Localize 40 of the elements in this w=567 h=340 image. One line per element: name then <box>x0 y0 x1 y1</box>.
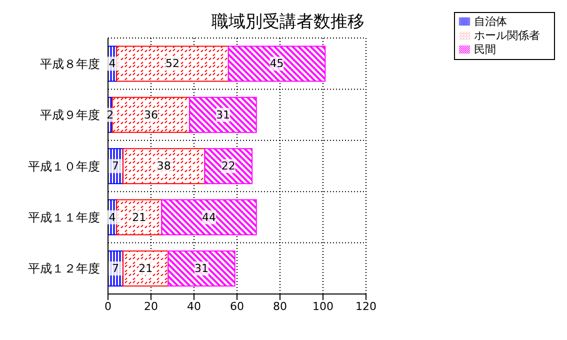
data-label: 7 <box>112 160 120 173</box>
bar <box>204 148 253 184</box>
chart-title: 職域別受講者数推移 <box>210 11 366 33</box>
data-label: 38 <box>156 160 171 173</box>
bar <box>112 96 190 133</box>
bar <box>116 46 229 82</box>
data-label: 21 <box>138 262 153 275</box>
bar <box>228 46 326 82</box>
y-tick-label: 平成９年度 <box>40 108 100 122</box>
bar <box>122 148 206 184</box>
y-tick-label: 平成１０年度 <box>28 159 100 174</box>
data-label: 44 <box>202 210 216 224</box>
data-label: 36 <box>144 108 158 122</box>
x-tick-label: 0 <box>104 300 112 313</box>
x-tick-label: 120 <box>356 300 376 313</box>
x-tick-label: 60 <box>230 300 244 313</box>
bar <box>161 199 257 236</box>
bar <box>189 96 257 133</box>
data-label: 7 <box>112 262 120 275</box>
x-tick-label: 20 <box>144 300 158 313</box>
data-label: 22 <box>221 160 236 173</box>
data-label: 45 <box>270 57 284 70</box>
x-tick-label: 40 <box>187 300 201 313</box>
x-tick-label: 80 <box>273 300 287 313</box>
data-label: 31 <box>194 262 209 275</box>
y-tick-label: 平成１１年度 <box>28 210 100 224</box>
bar <box>122 250 169 286</box>
y-tick-label: 平成１２年度 <box>28 262 100 276</box>
legend-label: ホール関係者 <box>474 29 540 42</box>
y-tick-label: 平成８年度 <box>40 56 100 71</box>
data-label: 21 <box>132 210 146 224</box>
data-label: 2 <box>106 108 114 122</box>
data-label: 4 <box>108 57 116 70</box>
data-label: 52 <box>166 57 180 70</box>
data-label: 4 <box>108 210 116 224</box>
bar <box>168 250 236 286</box>
legend-label: 自治体 <box>474 15 507 28</box>
data-label: 31 <box>216 108 230 122</box>
x-tick-label: 100 <box>312 300 334 313</box>
legend-label: 民間 <box>474 43 496 56</box>
